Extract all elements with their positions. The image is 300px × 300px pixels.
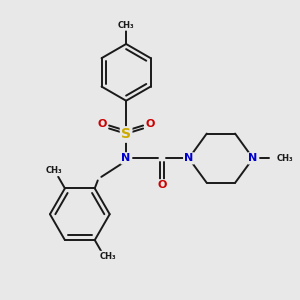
Text: N: N <box>248 153 258 164</box>
Text: O: O <box>157 180 167 190</box>
Text: CH₃: CH₃ <box>118 21 134 30</box>
Text: O: O <box>98 119 107 129</box>
Text: N: N <box>122 153 131 164</box>
Text: CH₃: CH₃ <box>277 154 293 163</box>
Text: S: S <box>121 128 131 142</box>
Text: N: N <box>184 153 194 164</box>
Text: CH₃: CH₃ <box>99 252 116 261</box>
Text: O: O <box>145 119 155 129</box>
Text: CH₃: CH₃ <box>45 166 62 175</box>
